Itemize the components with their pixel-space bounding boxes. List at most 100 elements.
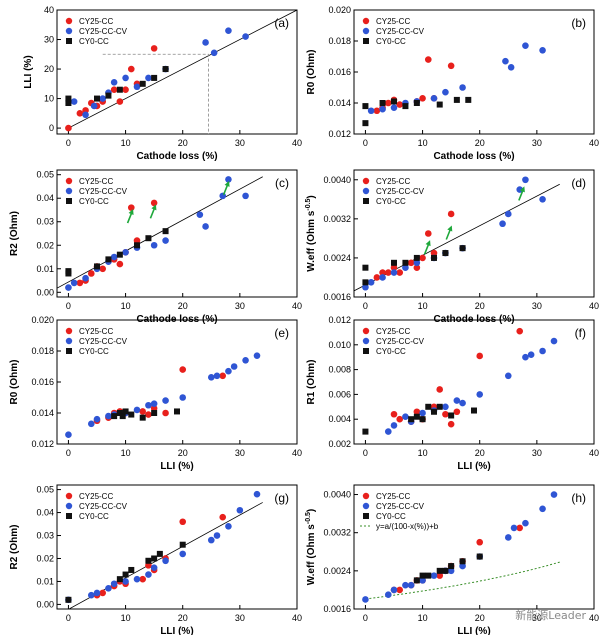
point-cy25-cc-cv [390,269,398,276]
x-tick-label: 0 [66,613,71,623]
y-axis-label: W.eff (Ohm s-0.5) [305,195,317,272]
point-cy0-cc [116,86,123,93]
x-tick-label: 20 [475,613,485,623]
legend-label: CY25-CC-CV [79,502,128,511]
point-cy25-cc [127,204,135,211]
y-tick-label: 0.0016 [323,292,351,302]
panel-label: (e) [274,326,289,340]
x-tick-label: 20 [475,448,485,458]
legend-label: CY25-CC-CV [79,27,128,36]
point-cy25-cc-cv [442,403,449,411]
point-cy0-cc [413,413,420,420]
y-tick-label: 0.04 [36,508,54,518]
point-cy0-cc [436,567,443,574]
point-cy25-cc-cv [82,111,89,119]
plot-area [65,10,297,134]
point-cy25-cc-cv [93,415,101,423]
panel-label: (h) [571,491,586,505]
point-cy0-cc [391,98,397,105]
plot-frame [353,169,595,298]
point-cy25-cc [424,56,432,63]
point-cy25-cc [139,575,147,583]
point-cy0-cc [111,413,118,420]
point-cy25-cc-cv [213,532,221,539]
point-cy0-cc [465,96,472,103]
y-axis-label-close: ) [306,509,317,512]
point-cy0-cc [453,96,460,103]
point-cy25-cc-cv [150,400,158,408]
point-cy0-cc [448,563,455,570]
point-cy25-cc-cv [70,279,78,287]
point-cy25-cc-cv [207,536,215,544]
legend-label: CY0-CC [79,347,109,356]
y-tick-label: 0.012 [31,439,54,449]
x-axis-label: Cathode loss (%) [136,151,217,162]
point-cy25-cc [76,110,84,117]
point-cy25-cc [447,420,455,428]
y-tick-label: 20 [44,64,54,74]
point-cy25-cc-cv [504,372,512,380]
point-cy0-cc [362,428,369,435]
legend-label: CY25-CC [79,17,113,26]
point-cy0-cc [65,270,72,277]
legend-marker [362,327,370,335]
point-cy25-cc-cv [522,42,529,49]
point-cy0-cc [116,410,123,416]
legend-label: CY0-CC [376,197,406,206]
point-cy25-cc-cv [196,211,204,218]
y-tick-label: 0.01 [36,264,54,274]
y-axis-label-main: R0 (Ohm) [306,50,317,95]
point-cy25-cc [396,415,404,423]
point-cy25-cc-cv [253,490,261,498]
point-cy0-cc [402,103,409,110]
point-cy25-cc [145,411,152,418]
y-axis-label: R2 (Ohm) [9,211,20,256]
point-cy25-cc-cv [225,367,232,375]
point-cy25-cc-cv [430,95,438,102]
point-cy25-cc-cv [539,347,546,355]
y-tick-label: 10 [44,94,54,104]
y-tick-label: 0.03 [36,531,54,541]
plot-area [65,490,263,609]
y-tick-label: 0.00 [36,599,54,609]
point-cy25-cc-cv [110,253,118,261]
legend-marker [65,327,73,335]
point-cy25-cc-cv [99,95,107,102]
reference-line [68,10,297,129]
point-cy0-cc [179,541,186,548]
point-cy0-cc [145,557,152,564]
legend-label: CY0-CC [79,197,109,206]
legend-marker [65,177,73,185]
panel-label: (f) [575,326,586,340]
point-cy25-cc-cv [476,391,484,398]
y-tick-label: 0.00 [36,287,54,297]
y-tick-label: 0.0024 [323,253,351,263]
point-cy25-cc-cv [504,534,512,541]
y-tick-label: 0.010 [328,340,351,350]
plot-frame [56,484,298,610]
point-cy0-cc [174,408,180,415]
point-cy25-cc-cv [516,186,524,193]
reference-line [57,176,263,289]
y-tick-label: 0.014 [31,408,54,418]
y-axis-label: R2 (Ohm) [9,525,20,570]
point-cy0-cc [362,103,369,110]
y-tick-label: 0.020 [31,315,54,325]
point-cy25-cc-cv [367,107,375,115]
point-cy25-cc-cv [384,428,392,435]
legend-label: CY0-CC [376,37,406,46]
legend-marker [362,337,370,345]
point-cy25-cc-cv [362,283,369,291]
legend-label: CY0-CC [79,512,109,521]
x-tick-label: 20 [178,138,188,148]
point-cy25-cc-cv [179,550,187,558]
point-cy25-cc-cv [93,589,101,597]
y-axis-label-main: LLI (%) [23,55,34,88]
legend-label: CY25-CC [376,327,410,336]
legend-label: CY25-CC [376,492,410,501]
